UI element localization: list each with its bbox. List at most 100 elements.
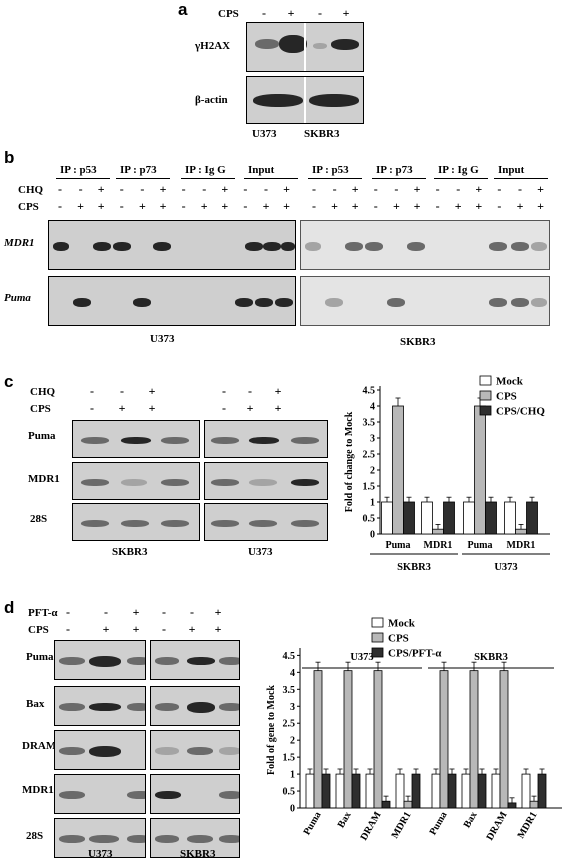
- chart-d: 0 0.5 1 1.5 2 2.5 3 3.5 4 4.5 Fold of gene to Mock…: [266, 618, 562, 843]
- u373-puma-gel: [204, 420, 328, 458]
- ip-group-line: [372, 178, 426, 179]
- bar: [351, 773, 361, 809]
- u373-bax-gel: [54, 686, 146, 726]
- gene-label-28s: 28S: [26, 830, 44, 842]
- band: [219, 703, 239, 711]
- ip-group-line: [244, 178, 298, 179]
- cps-sign: +: [159, 199, 167, 213]
- band: [255, 297, 273, 307]
- cps-row-label: CPS: [18, 201, 39, 213]
- gene-label-mdr1: MDR1: [28, 473, 60, 485]
- cps-sign: +: [77, 199, 85, 213]
- bar: [537, 773, 547, 809]
- y-axis-title: Fold of gene to Mock: [266, 685, 277, 775]
- bar: [507, 802, 517, 809]
- band: [89, 745, 121, 757]
- skbr3-dram-gel: [150, 730, 240, 770]
- chq-sign: -: [140, 182, 145, 196]
- u373-mdr1-gel: [54, 774, 146, 814]
- y-tick-label: 4: [370, 402, 375, 413]
- x-tick-label: Puma: [468, 540, 493, 551]
- y-tick-label: 1: [370, 498, 375, 509]
- y-tick-label: 3.5: [283, 685, 296, 696]
- x-tick-label: DRAM: [359, 810, 384, 843]
- chq-sign: -: [373, 182, 378, 196]
- chq-sign: -: [394, 182, 399, 196]
- chq-sign: +: [283, 182, 291, 196]
- band: [531, 241, 547, 251]
- x-tick-label: Puma: [428, 810, 450, 837]
- cps-sign: +: [331, 199, 339, 213]
- gene-label-puma: Puma: [4, 292, 31, 304]
- band: [249, 478, 277, 486]
- skbr3-bax-gel: [150, 686, 240, 726]
- band: [53, 241, 69, 251]
- band: [263, 241, 281, 251]
- cps-sign: +: [200, 199, 208, 213]
- group-label: U373: [494, 562, 517, 573]
- band: [73, 297, 91, 307]
- chq-sign: -: [90, 384, 94, 398]
- cell-line-label: SKBR3: [400, 336, 436, 348]
- y-tick-label: 2: [370, 466, 375, 477]
- cps-sign: +: [516, 199, 524, 213]
- chq-sign: -: [181, 182, 186, 196]
- band: [153, 241, 171, 251]
- pft-row-label: PFT-α: [28, 607, 58, 619]
- band: [59, 791, 85, 799]
- band: [291, 436, 319, 444]
- chq-sign: +: [351, 182, 359, 196]
- cps-sign: -: [243, 199, 248, 213]
- y-tick-label: 3.5: [363, 418, 376, 429]
- skbr3-puma-gel: [150, 640, 240, 680]
- bar: [439, 670, 449, 809]
- x-tick-label: Bax: [462, 810, 480, 830]
- pft-sign: -: [66, 605, 70, 619]
- chq-sign: -: [120, 384, 124, 398]
- band: [161, 478, 189, 486]
- gamma-h2ax-blot: [246, 22, 364, 72]
- ip-group-label: Input: [248, 164, 275, 176]
- skbr3-mdr1-gel: [300, 220, 550, 270]
- bar: [529, 800, 539, 809]
- y-tick-label: 4.5: [363, 386, 376, 397]
- skbr3-mdr1-gel: [150, 774, 240, 814]
- cps-sign: +: [97, 199, 105, 213]
- bar: [411, 773, 421, 809]
- bar: [395, 773, 405, 809]
- chq-row-label: CHQ: [18, 184, 44, 196]
- bar: [521, 773, 531, 809]
- cps-sign: +: [392, 199, 400, 213]
- band: [489, 241, 507, 251]
- u373-puma-gel: [48, 276, 296, 326]
- gene-label-mdr1: MDR1: [4, 237, 35, 249]
- band: [161, 519, 189, 527]
- band: [407, 241, 425, 251]
- y-tick-label: 0: [290, 804, 295, 815]
- band: [89, 835, 119, 843]
- panel-a-sign: -: [262, 6, 266, 20]
- legend-swatch: [479, 375, 492, 386]
- band: [211, 478, 239, 486]
- pft-sign: -: [162, 605, 166, 619]
- bar: [403, 501, 415, 535]
- panel-a-label: a: [178, 0, 188, 19]
- band: [187, 747, 213, 755]
- bar: [421, 501, 433, 535]
- u373-28s-gel: [204, 503, 328, 541]
- band: [275, 297, 293, 307]
- band: [59, 657, 85, 665]
- band: [155, 835, 179, 843]
- bar: [403, 800, 413, 809]
- band: [281, 241, 295, 251]
- bar: [305, 773, 315, 809]
- y-tick-label: 1: [290, 770, 295, 781]
- chq-sign: -: [435, 182, 440, 196]
- u373-28s-gel: [54, 818, 146, 858]
- legend-label: CPS: [388, 633, 409, 645]
- gene-label-mdr1: MDR1: [22, 784, 54, 796]
- band: [59, 835, 85, 843]
- chart-c: 0 0.5 1 1.5 2 2.5 3 3.5 4 4.5 Fold of change to Mo…: [344, 375, 550, 573]
- legend-label: CPS/CHQ: [496, 406, 545, 418]
- band: [511, 241, 529, 251]
